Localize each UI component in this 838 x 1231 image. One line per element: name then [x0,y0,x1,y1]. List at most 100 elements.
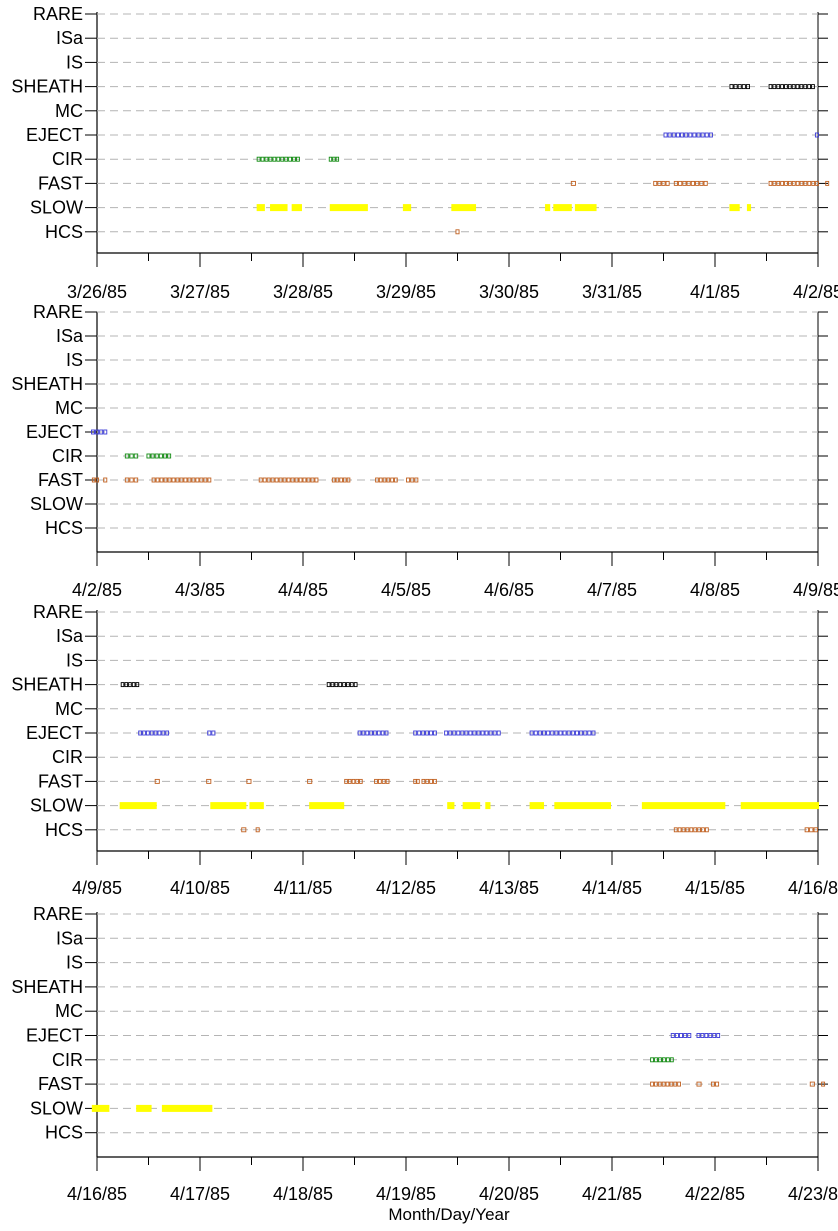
interval-segment [159,477,164,483]
interval-segment [347,778,352,784]
interval-segment [669,1081,674,1087]
interval-segment [124,682,129,688]
interval-fast-4 [650,1081,681,1087]
interval-segment [262,477,267,483]
interval-segment [158,453,163,459]
interval-segment [91,429,96,435]
interval-segment [776,180,781,186]
interval-segment [344,778,348,784]
interval-segment [488,730,493,736]
interval-segment [161,730,166,736]
interval-segment [476,730,481,736]
interval-segment [574,730,579,736]
interval-slow-13 [270,204,288,212]
interval-fast-9 [154,778,160,784]
interval-segment [550,730,555,736]
interval-segment [381,778,386,784]
x-tick-label: 4/7/85 [587,580,637,600]
interval-segment [268,156,273,162]
interval-segment [353,682,358,688]
interval-segment [661,180,666,186]
x-tick-label: 4/23/85 [788,1184,838,1204]
interval-segment [95,477,100,483]
interval-segment [480,730,485,736]
interval-segment [570,180,576,186]
interval-segment [421,778,426,784]
interval-segment [665,1057,670,1063]
interval-segment [674,1033,679,1038]
x-tick-label: 4/14/85 [582,878,642,898]
interval-sheath-1 [120,682,140,688]
interval-eject-2 [696,1033,721,1038]
interval-segment [290,477,295,483]
interval-segment [650,1081,654,1087]
interval-segment [448,730,453,736]
interval-segment [679,1033,684,1038]
interval-segment [91,477,96,483]
interval-fast-11 [406,477,419,483]
interval-segment [410,477,415,483]
interval-segment [496,730,501,736]
interval-slow-19 [249,802,264,810]
y-tick-label: RARE [33,602,83,622]
interval-segment [331,477,336,483]
interval-segment [650,1057,655,1063]
y-tick-label: CIR [52,149,83,169]
interval-eject-3 [663,132,713,138]
interval-segment [697,827,701,833]
timeline-panel-1: RARE ISa IS SHEATH MC EJECT CIR FAST SLOW HCS 3/26… [11,4,838,302]
interval-segment [377,778,382,784]
interval-segment [280,156,285,162]
y-tick-label: RARE [33,904,83,924]
interval-segment [737,84,742,90]
interval-eject-6 [413,730,437,736]
interval-segment [729,84,734,90]
interval-segment [103,429,108,435]
interval-segment [704,1033,709,1038]
interval-segment [546,730,551,736]
interval-cir-6 [328,156,340,162]
interval-segment [385,778,390,784]
interval-segment [807,84,811,90]
interval-segment [776,84,781,90]
interval-segment [807,180,812,186]
interval-segment [667,132,672,138]
interval-segment [712,1033,717,1038]
interval-segment [683,1033,688,1038]
interval-segment [570,730,575,736]
interval-slow-23 [485,802,491,810]
interval-segment [695,180,700,186]
interval-segment [162,453,167,459]
interval-segment [207,730,212,736]
x-tick-label: 3/29/85 [376,282,436,302]
x-tick-label: 3/27/85 [170,282,230,302]
x-tick-label: 4/6/85 [484,580,534,600]
x-axis-title: Month/Day/Year [388,1205,510,1224]
interval-segment [562,730,567,736]
y-tick-label: SHEATH [11,977,83,997]
y-tick-label: ISa [56,326,84,346]
y-tick-label: MC [55,398,83,418]
interval-segment [733,84,738,90]
x-tick-label: 4/4/85 [278,580,328,600]
interval-segment [690,180,695,186]
interval-segment [425,778,430,784]
interval-segment [332,156,336,162]
interval-segment [296,156,300,162]
interval-segment [133,477,139,483]
interval-segment [274,477,279,483]
y-tick-label: IS [66,953,83,973]
interval-segment [716,1033,721,1038]
interval-eject-4 [207,730,216,736]
interval-fast-11 [825,180,830,186]
interval-segment [191,477,196,483]
interval-segment [380,730,385,736]
interval-fast-7 [570,180,576,186]
interval-sheath-2 [326,682,358,688]
interval-segment [124,453,130,459]
y-tick-label: EJECT [26,125,83,145]
interval-cir-3 [146,453,172,459]
x-tick-label: 4/18/85 [273,1184,333,1204]
interval-segment [821,1081,826,1087]
